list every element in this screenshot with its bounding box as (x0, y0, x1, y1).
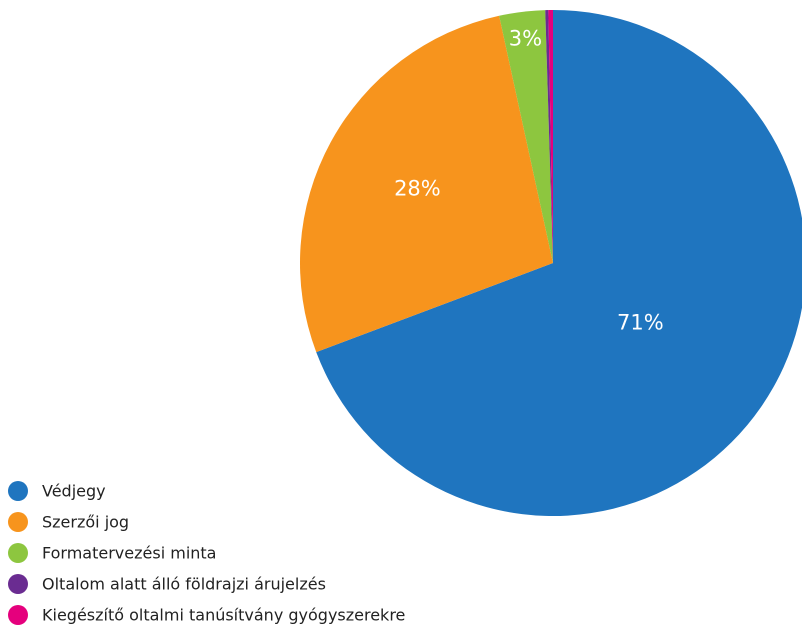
value-label: 28% (394, 176, 441, 200)
pie-slice (499, 10, 553, 264)
legend-label: Védjegy (42, 482, 106, 501)
value-label: 3% (509, 27, 542, 51)
legend-swatch (8, 481, 28, 501)
legend-swatch (8, 574, 28, 594)
legend-swatch (8, 512, 28, 532)
pie-slice (545, 10, 553, 263)
pie-slice (316, 10, 802, 516)
legend-swatch (8, 543, 28, 563)
pie-slice (300, 15, 553, 353)
legend-swatch (8, 605, 28, 625)
legend-label: Szerzői jog (42, 513, 129, 532)
value-label: 71% (617, 310, 664, 334)
legend-label: Kiegészítő oltalmi tanúsítvány gyógyszer… (42, 606, 405, 625)
legend-label: Formatervezési minta (42, 544, 216, 563)
legend-label: Oltalom alatt álló földrajzi árujelzés (42, 575, 326, 594)
pie-slice (548, 10, 553, 263)
